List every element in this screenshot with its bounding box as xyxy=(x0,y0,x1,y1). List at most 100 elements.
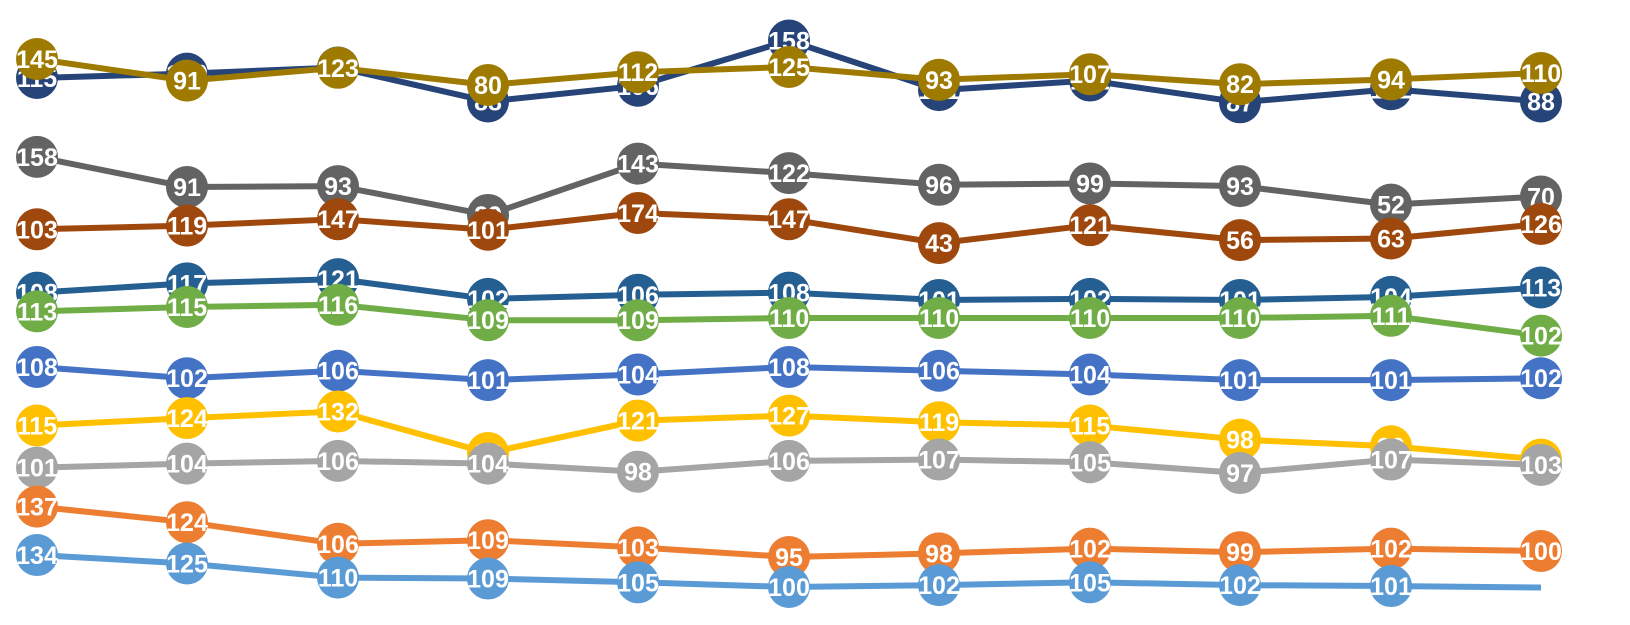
data-label: 115 xyxy=(1070,413,1110,441)
data-label: 102 xyxy=(166,365,208,393)
data-label: 93 xyxy=(1226,173,1254,201)
data-point xyxy=(467,359,509,402)
data-label: 109 xyxy=(467,527,509,555)
data-point xyxy=(1069,353,1111,396)
data-point xyxy=(918,532,960,575)
data-label: 137 xyxy=(16,494,58,522)
data-label: 134 xyxy=(16,542,58,570)
data-label: 107 xyxy=(918,447,960,475)
data-point xyxy=(1219,418,1261,461)
data-point xyxy=(768,439,810,482)
data-label: 108 xyxy=(16,354,58,382)
data-point xyxy=(1219,564,1261,607)
data-label: 99 xyxy=(1226,539,1254,567)
data-label: 101 xyxy=(1219,367,1261,395)
data-point xyxy=(317,390,359,433)
data-point xyxy=(1219,63,1261,106)
data-point xyxy=(1069,561,1111,604)
data-label: 110 xyxy=(919,305,959,333)
data-label: 110 xyxy=(1521,60,1561,88)
data-label: 93 xyxy=(324,173,352,201)
data-label: 115 xyxy=(17,413,57,441)
data-label: 110 xyxy=(769,305,809,333)
data-label: 113 xyxy=(1521,274,1561,302)
data-point xyxy=(166,542,208,585)
data-label: 104 xyxy=(467,451,509,479)
data-label: 102 xyxy=(1219,572,1261,600)
data-label: 112 xyxy=(618,59,658,87)
series-2: 145 91 123 80 112 125 93 107 82 94 110 xyxy=(16,38,1562,106)
data-point xyxy=(768,536,810,578)
data-label: 124 xyxy=(166,405,208,433)
data-label: 98 xyxy=(624,459,652,487)
data-point xyxy=(1069,162,1111,205)
data-point xyxy=(1520,314,1562,357)
data-point xyxy=(1520,357,1562,400)
data-point xyxy=(166,166,208,209)
data-point xyxy=(768,297,810,339)
data-point xyxy=(918,401,960,444)
data-point xyxy=(16,135,58,178)
data-label: 91 xyxy=(173,68,201,96)
data-label: 101 xyxy=(16,455,58,483)
data-label: 111 xyxy=(1372,303,1411,331)
data-point xyxy=(918,438,960,481)
data-label: 119 xyxy=(919,409,959,437)
data-point xyxy=(467,442,509,485)
data-label: 98 xyxy=(1226,427,1254,455)
data-label: 110 xyxy=(1220,305,1260,333)
data-point xyxy=(1370,565,1412,608)
data-point xyxy=(918,58,960,101)
data-label: 113 xyxy=(17,298,57,326)
data-point xyxy=(467,557,509,600)
data-label: 100 xyxy=(1520,538,1562,566)
data-point xyxy=(768,46,810,88)
data-label: 104 xyxy=(166,451,208,479)
data-label: 102 xyxy=(918,572,960,600)
data-label: 98 xyxy=(925,540,953,568)
data-point xyxy=(467,299,509,342)
data-label: 102 xyxy=(1370,536,1412,564)
data-point xyxy=(918,349,960,392)
data-point xyxy=(1370,217,1412,260)
data-label: 80 xyxy=(474,72,502,100)
data-label: 125 xyxy=(166,551,208,579)
data-label: 109 xyxy=(467,307,509,335)
data-point xyxy=(617,191,659,234)
data-point xyxy=(617,299,659,342)
data-point xyxy=(317,46,359,89)
data-point xyxy=(16,485,58,528)
data-point xyxy=(768,566,810,608)
data-label: 147 xyxy=(317,206,359,234)
data-label: 105 xyxy=(617,569,659,597)
data-label: 56 xyxy=(1226,227,1254,255)
data-label: 127 xyxy=(768,403,810,431)
data-point xyxy=(1370,294,1412,337)
data-label: 122 xyxy=(768,160,810,188)
data-label: 103 xyxy=(617,534,659,562)
data-point xyxy=(166,204,208,247)
data-point xyxy=(918,222,960,265)
data-label: 99 xyxy=(1076,170,1104,198)
data-label: 43 xyxy=(925,230,953,258)
data-label: 63 xyxy=(1377,226,1405,254)
data-point xyxy=(768,152,810,195)
data-label: 52 xyxy=(1377,192,1405,220)
data-label: 110 xyxy=(318,565,358,593)
data-point xyxy=(16,446,58,489)
data-point xyxy=(1370,438,1412,481)
data-point xyxy=(166,59,208,102)
data-point xyxy=(1069,53,1111,96)
data-point xyxy=(918,564,960,607)
data-label: 174 xyxy=(617,200,659,228)
data-label: 147 xyxy=(768,206,810,234)
data-point xyxy=(617,142,659,185)
data-point xyxy=(166,442,208,485)
data-label: 100 xyxy=(768,574,810,602)
data-point xyxy=(16,345,58,388)
data-label: 82 xyxy=(1226,71,1254,99)
data-point xyxy=(1069,204,1111,247)
data-label: 109 xyxy=(617,307,659,335)
data-label: 108 xyxy=(768,354,810,382)
